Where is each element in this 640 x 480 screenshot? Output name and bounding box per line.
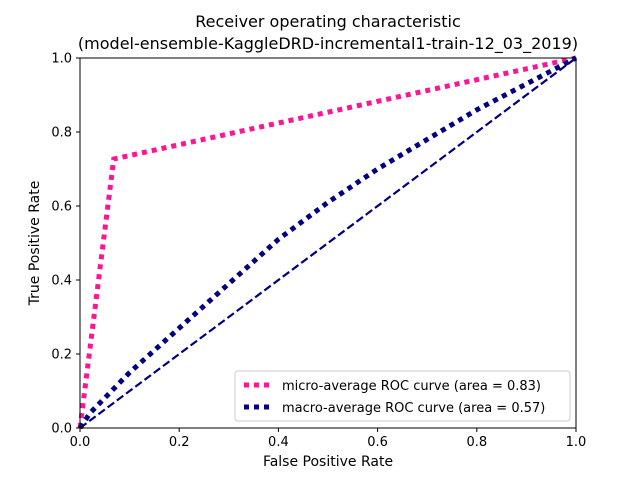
x-tick-label: 0.0 <box>70 435 91 450</box>
x-tick-label: 0.4 <box>268 435 289 450</box>
y-tick-label: 1.0 <box>51 52 72 67</box>
chart-title-line-1: Receiver operating characteristic <box>195 12 461 31</box>
y-tick-label: 0.4 <box>51 274 72 289</box>
y-tick-label: 0.0 <box>51 422 72 437</box>
y-tick-label: 0.8 <box>51 126 72 141</box>
plot-frame <box>79 57 577 429</box>
x-axis-ticks: 0.0 0.2 0.4 0.6 0.8 1.0 <box>70 428 587 450</box>
y-axis-label: True Positive Rate <box>27 181 43 307</box>
legend-label-micro-average: micro-average ROC curve (area = 0.83) <box>282 379 541 394</box>
series-line-0 <box>77 55 577 429</box>
legend: micro-average ROC curve (area = 0.83) ma… <box>234 370 571 422</box>
y-tick-label: 0.6 <box>51 200 72 215</box>
series-line-1 <box>77 55 578 430</box>
y-axis-ticks: 0.0 0.2 0.4 0.6 0.8 1.0 <box>51 52 80 437</box>
x-tick-label: 0.8 <box>466 435 487 450</box>
plot-lines <box>77 55 578 430</box>
legend-box <box>234 370 571 422</box>
chart-title-line-2: (model-ensemble-KaggleDRD-incremental1-t… <box>78 34 578 54</box>
x-tick-label: 0.2 <box>169 435 190 450</box>
y-tick-label: 0.2 <box>51 348 72 363</box>
x-tick-label: 0.6 <box>367 435 388 450</box>
legend-label-macro-average: macro-average ROC curve (area = 0.57) <box>282 401 545 416</box>
x-axis-label: False Positive Rate <box>263 454 393 470</box>
x-tick-label: 1.0 <box>566 435 587 450</box>
